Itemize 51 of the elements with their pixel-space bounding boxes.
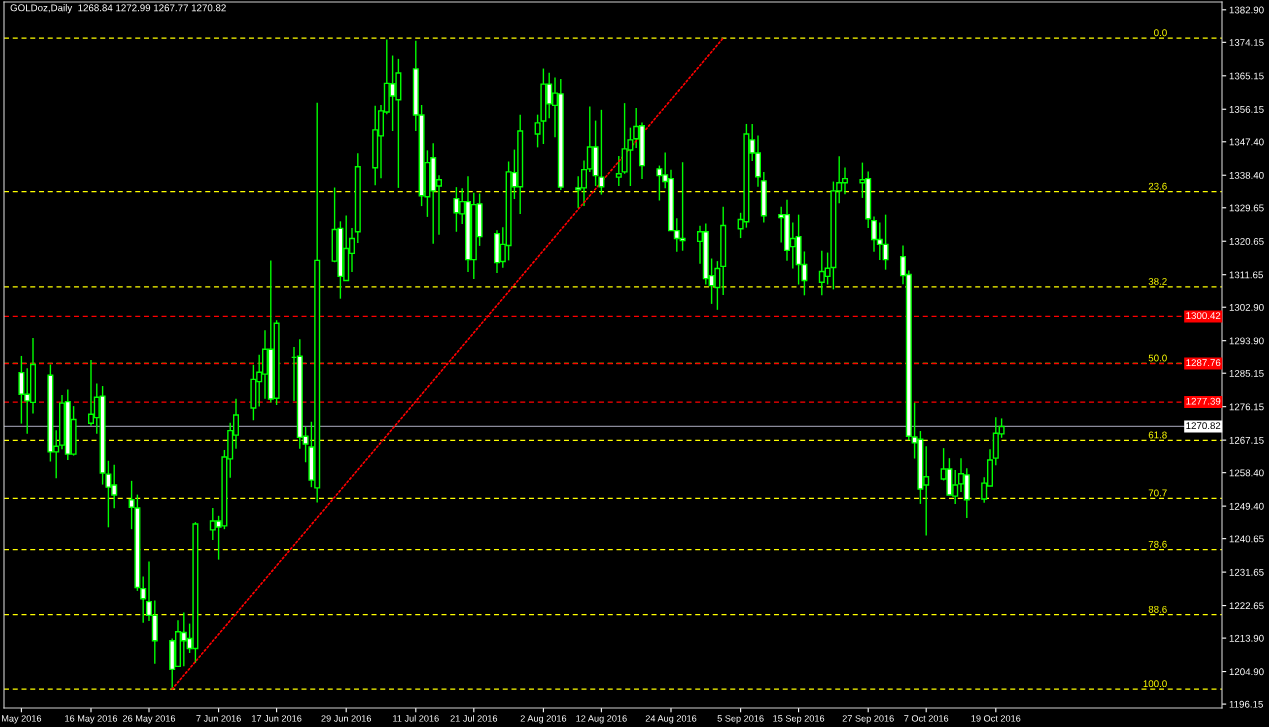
- y-tick-label: 1285.15: [1229, 369, 1264, 377]
- x-tick-label: 17 Jun 2016: [252, 715, 302, 722]
- x-tick-label: 15 Sep 2016: [773, 715, 825, 724]
- y-tick-label: 1196.15: [1229, 700, 1263, 708]
- y-tick-label: 1329.65: [1229, 204, 1264, 212]
- x-tick-label: 11 Jul 2016: [393, 714, 439, 722]
- y-tick-label: 1365.15: [1229, 72, 1264, 80]
- x-tick-label: 27 Sep 2016: [842, 715, 894, 724]
- y-tick-label: 1276.15: [1229, 403, 1264, 411]
- x-tick-label: 16 May 2016: [65, 715, 118, 724]
- y-tick-label: 1311.65: [1229, 271, 1263, 279]
- y-tick-label: 1374.15: [1229, 39, 1264, 46]
- ref-line-label: 1277.39: [1186, 397, 1221, 405]
- y-tick-label: 1267.15: [1229, 436, 1264, 444]
- y-tick-label: 1347.40: [1229, 138, 1264, 146]
- ref-line-label: 1300.42: [1186, 312, 1221, 320]
- annotation: 50.0: [1148, 354, 1167, 362]
- annotation: 78.6: [1148, 540, 1167, 548]
- x-tick-label: 2 Aug 2016: [520, 715, 567, 724]
- annotation: 61.8: [1148, 431, 1167, 439]
- annotation: 0.0: [1154, 29, 1167, 37]
- x-tick-label: 21 Jul 2016: [450, 714, 498, 722]
- annotation: 100.0: [1143, 680, 1167, 688]
- chart-title: GOLDoz,Daily 1268.84 1272.99 1267.77 1270.82: [10, 4, 226, 14]
- x-tick-label: 5 Sep 2016: [717, 715, 764, 724]
- y-tick-label: 1240.65: [1229, 535, 1264, 543]
- y-tick-label: 1356.15: [1229, 105, 1264, 113]
- x-tick-label: 29 Jun 2016: [321, 715, 372, 722]
- y-tick-label: 1213.90: [1229, 634, 1264, 642]
- y-tick-label: 1231.65: [1229, 568, 1264, 576]
- y-tick-label: 1258.40: [1229, 469, 1264, 477]
- x-tick-label: 12 Aug 2016: [576, 715, 627, 724]
- y-tick-label: 1302.90: [1229, 303, 1264, 311]
- y-tick-label: 1249.40: [1229, 502, 1264, 510]
- y-tick-label: 1204.90: [1229, 668, 1264, 676]
- annotation: 88.6: [1148, 605, 1167, 613]
- annotation: 70.7: [1148, 489, 1167, 497]
- annotation: 38.2: [1148, 277, 1167, 285]
- x-tick-label: 24 Aug 2016: [645, 715, 697, 724]
- y-tick-label: 1293.90: [1229, 337, 1264, 345]
- y-tick-label: 1338.40: [1229, 171, 1264, 179]
- x-tick-label: 26 May 2016: [122, 715, 176, 724]
- y-tick-label: 1222.65: [1229, 602, 1264, 610]
- x-tick-label: 7 Jun 2016: [196, 715, 241, 722]
- x-tick-label: May 2016: [2, 715, 42, 724]
- ref-line-label: 1270.82: [1186, 422, 1221, 430]
- x-tick-label: 7 Oct 2016: [904, 715, 949, 722]
- y-tick-label: 1320.65: [1229, 237, 1264, 245]
- annotation: 23.6: [1148, 182, 1167, 190]
- y-tick-label: 1382.90: [1229, 6, 1264, 14]
- x-tick-label: 19 Oct 2016: [971, 715, 1021, 722]
